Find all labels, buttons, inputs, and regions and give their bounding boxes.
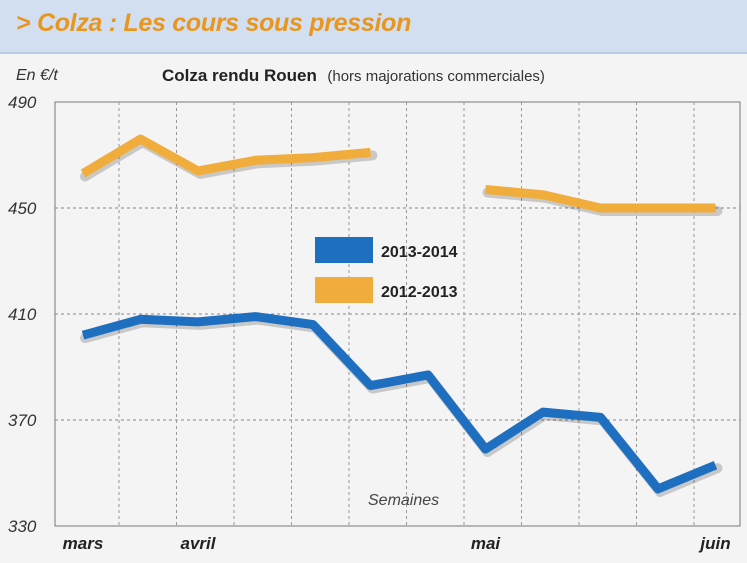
chart-title-main: Colza rendu Rouen [162, 66, 317, 85]
series-line-shadow [80, 314, 723, 497]
legend-label: 2012-2013 [381, 284, 458, 301]
series-2 [80, 134, 723, 216]
chart-area: En €/t Colza rendu Rouen (hors majoratio… [0, 54, 747, 563]
chart-title: Colza rendu Rouen (hors majorations comm… [162, 66, 545, 85]
series-line [81, 312, 718, 494]
legend-swatch [315, 277, 373, 303]
x-axis-ticks: mars avril mai juin [63, 534, 731, 553]
title-banner: > Colza : Les cours sous pression [0, 0, 747, 54]
y-tick-label: 370 [8, 411, 37, 430]
y-axis-unit-label: En €/t [16, 67, 58, 84]
series-lines [80, 134, 723, 497]
x-tick-label: avril [181, 534, 217, 553]
chart-subtitle: (hors majorations commerciales) [327, 68, 545, 85]
series-1 [80, 312, 723, 497]
y-axis-ticks: 330 370 410 450 490 [8, 93, 37, 536]
line-chart: En €/t Colza rendu Rouen (hors majoratio… [8, 66, 741, 553]
legend: 2013-2014 2012-2013 [315, 237, 458, 303]
x-tick-label: mars [63, 534, 104, 553]
legend-swatch [315, 237, 373, 263]
series-line [80, 134, 371, 178]
y-tick-label: 410 [8, 305, 37, 324]
x-tick-label: juin [698, 534, 730, 553]
legend-label: 2013-2014 [381, 244, 458, 261]
y-tick-label: 450 [8, 199, 37, 218]
x-tick-label: mai [471, 534, 502, 553]
y-tick-label: 330 [8, 517, 37, 536]
y-tick-label: 490 [8, 93, 37, 112]
x-axis-label: Semaines [368, 492, 439, 509]
page-title: > Colza : Les cours sous pression [16, 9, 412, 37]
